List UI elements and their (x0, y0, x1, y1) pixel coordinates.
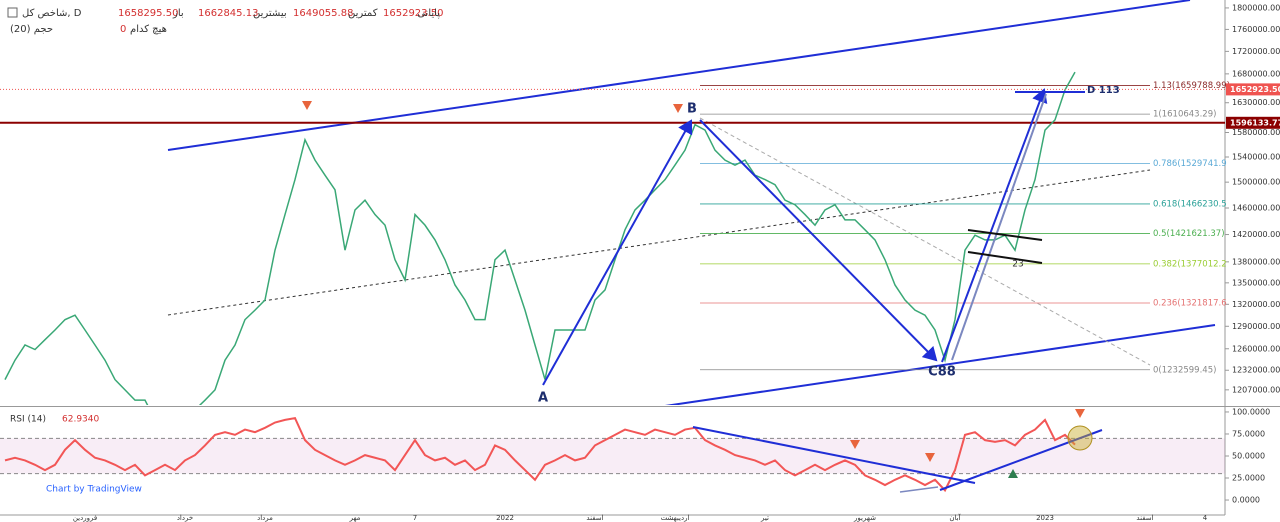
trendline (699, 117, 1151, 366)
y-tick-label: 1760000.00 (1232, 25, 1280, 34)
arrow (951, 93, 1047, 361)
rsi-trendline (939, 429, 1103, 491)
y-tick-label: 1350000.00 (1232, 278, 1280, 287)
x-tick-label: 4 (1203, 514, 1208, 522)
y-tick-label: 75.0000 (1232, 429, 1265, 438)
flag-line (967, 229, 1043, 241)
down-marker (1075, 409, 1085, 418)
flag-line (967, 251, 1043, 264)
fib-label: 0.618(1466230.5 (1153, 199, 1227, 209)
y-tick-label: 1460000.00 (1232, 203, 1280, 212)
y-tick-label: 1290000.00 (1232, 322, 1280, 331)
x-tick-label: مهر (349, 514, 361, 522)
y-tick-label: 1380000.00 (1232, 257, 1280, 266)
x-tick-label: 2023 (1036, 514, 1054, 522)
annotation: 23 (1012, 260, 1023, 270)
down-marker (302, 101, 312, 110)
trendline (167, 0, 1191, 151)
annotation: D 113 (1087, 85, 1120, 96)
highlight-circle (1067, 425, 1093, 451)
down-marker (673, 104, 683, 113)
y-tick-label: 25.0000 (1232, 474, 1265, 483)
fib-label: 0.5(1421621.37) (1153, 229, 1225, 239)
y-tick-label: 1630000.00 (1232, 98, 1280, 107)
x-tick-label: خرداد (177, 514, 193, 522)
y-tick-label: 1720000.00 (1232, 47, 1280, 56)
x-tick-label: اردیبهشت (661, 514, 690, 522)
series-line (4, 417, 1076, 493)
trendline (664, 324, 1216, 405)
fib-label: 1.13(1659788.99) (1153, 81, 1230, 91)
x-tick-label: شهریور (853, 514, 876, 522)
none-value: 0 (120, 24, 126, 35)
field-label: بیشترین (253, 8, 287, 19)
field-value: 1652923.50 (383, 8, 443, 19)
arrow (699, 119, 938, 362)
rsi-trendline (692, 426, 976, 484)
field-value: 1662845.13 (198, 8, 258, 19)
fib-label: 0.236(1321817.6 (1153, 299, 1227, 309)
field-value: 1658295.50 (118, 8, 178, 19)
y-tick-label: 1207000.00 (1232, 385, 1280, 394)
field-label: پایانی (417, 8, 440, 19)
y-tick-label: 1232000.00 (1232, 366, 1280, 375)
price-badge-label: 1652923.50 (1230, 85, 1280, 94)
y-tick-label: 100.0000 (1232, 407, 1270, 416)
none-label: هیچ کدام (130, 24, 167, 35)
annotation: B (687, 102, 697, 117)
y-tick-label: 1420000.00 (1232, 230, 1280, 239)
field-label: باز (172, 8, 184, 19)
field-value: 1649055.88 (293, 8, 353, 19)
rsi-last-value: 62.9340 (62, 415, 99, 425)
rsi-title: RSI (14) (10, 415, 46, 425)
drawings: A B C88 D 113 23 (302, 85, 1120, 493)
field-label: کمترین (348, 8, 378, 19)
price-badge (1226, 83, 1280, 96)
x-tick-label: 2022 (496, 514, 514, 522)
price-badge (1226, 116, 1280, 129)
annotation: A (538, 391, 548, 406)
x-tick-label: تیر (760, 514, 769, 522)
fib-label: 0(1232599.45) (1153, 365, 1216, 375)
x-tick-label: مرداد (257, 514, 273, 522)
fib-label: 1(1610643.29) (1153, 110, 1216, 120)
y-tick-label: 1260000.00 (1232, 344, 1280, 353)
y-tick-label: 0.0000 (1232, 496, 1260, 505)
y-tick-label: 1500000.00 (1232, 178, 1280, 187)
up-marker (1008, 469, 1018, 478)
price-badge-label: 1596133.77 (1230, 118, 1280, 127)
credit[interactable]: Chart by TradingView (46, 485, 142, 495)
y-tick-label: 1320000.00 (1232, 300, 1280, 309)
fib-label: 0.382(1377012.2 (1153, 259, 1227, 269)
down-marker (925, 453, 935, 462)
y-tick-label: 1680000.00 (1232, 69, 1280, 78)
annotation: C88 (928, 365, 956, 380)
price-pane (0, 0, 1225, 405)
x-tick-label: فروردین (73, 514, 97, 522)
rsi-band (0, 438, 1225, 474)
collapse-button[interactable] (7, 7, 18, 18)
arrow (941, 88, 1048, 363)
y-tick-label: 1800000.00 (1232, 3, 1280, 12)
down-marker (850, 440, 860, 449)
header: شاخص کل, D 1658295.50 باز 1662845.13 بیش… (7, 7, 443, 495)
rsi-arrow (899, 486, 939, 493)
series-line (4, 71, 1076, 405)
x-tick-label: اسفند (1136, 514, 1153, 522)
x-tick-label: آبان (949, 513, 961, 522)
x-tick-label: 7 (413, 514, 417, 522)
arrow (542, 119, 693, 386)
symbol: شاخص کل, D (22, 8, 82, 19)
x-tick-label: اسفند (586, 514, 603, 522)
y-tick-label: 1540000.00 (1232, 153, 1280, 162)
y-tick-label: 50.0000 (1232, 451, 1265, 460)
y-tick-label: 1580000.00 (1232, 128, 1280, 137)
fib-label: 0.786(1529741.9 (1153, 159, 1227, 169)
rsi-pane (0, 417, 1225, 493)
volume-label: حجم (20) (10, 24, 53, 35)
